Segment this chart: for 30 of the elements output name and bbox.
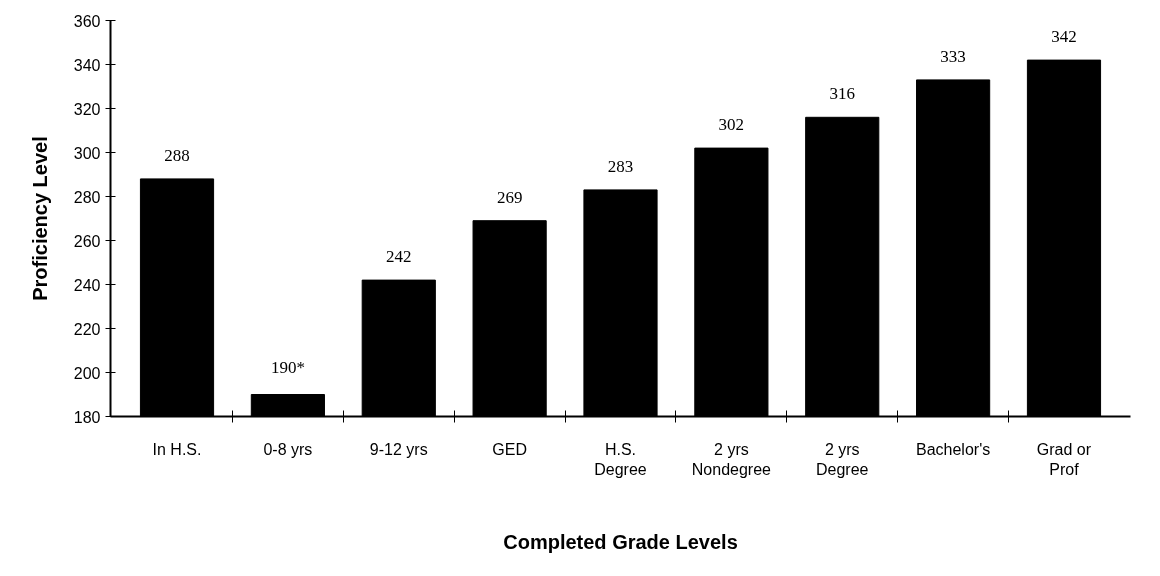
y-tick-label: 260: [73, 232, 101, 250]
x-tick-label: 0-8 yrs: [263, 440, 313, 458]
data-label: 242: [386, 247, 412, 267]
data-label: 333: [940, 46, 966, 66]
data-label: 190*: [270, 357, 305, 377]
data-label: 288: [164, 145, 190, 165]
y-tick-label: 320: [73, 100, 101, 118]
x-tick-label: Bachelor's: [916, 440, 991, 458]
x-tick-label: GED: [492, 440, 527, 458]
y-tick-label: 200: [73, 364, 101, 382]
x-tick-label: Grad or Prof: [1036, 440, 1092, 478]
y-tick-label: 220: [73, 320, 101, 338]
y-tick-label: 180: [73, 408, 101, 426]
x-tick-label: 2 yrs Degree: [816, 440, 869, 478]
y-axis-title: Proficiency Level: [28, 136, 51, 301]
data-label: 342: [1051, 27, 1077, 47]
y-tick-label: 300: [73, 144, 101, 162]
x-axis-title: Completed Grade Levels: [503, 530, 738, 553]
data-label: 302: [718, 115, 745, 135]
y-tick-label: 280: [73, 188, 101, 206]
data-label: 269: [496, 187, 523, 207]
x-tick-label: In H.S.: [152, 440, 202, 458]
y-tick-label: 340: [73, 56, 101, 74]
y-tick-label: 240: [73, 276, 101, 294]
x-tick-label: H.S. Degree: [594, 440, 647, 478]
y-tick-label: 360: [73, 12, 101, 30]
data-label: 316: [829, 84, 855, 104]
x-tick-label: 2 yrs Nondegree: [691, 440, 772, 478]
x-tick-label: 9-12 yrs: [369, 440, 428, 458]
data-label: 283: [607, 156, 634, 176]
